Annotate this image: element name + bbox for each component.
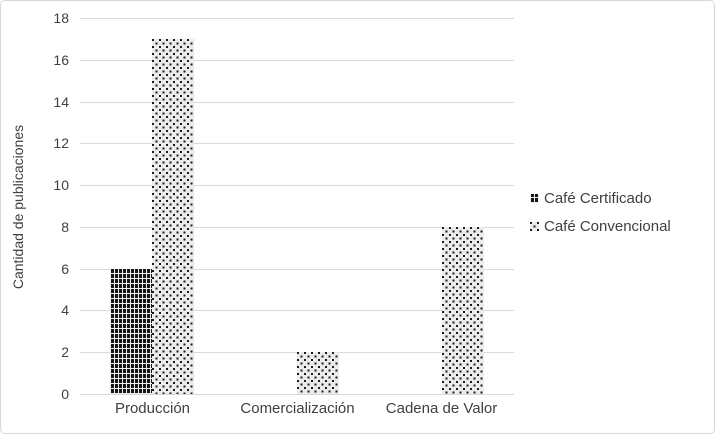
gridline-y-6 (80, 269, 514, 270)
bar-cafe-convencional-produccion (152, 39, 194, 394)
bar-cafe-convencional-cadena-de-valor (442, 227, 484, 394)
y-tick-label-16: 16 (53, 52, 69, 68)
gridline-y-0 (80, 394, 514, 395)
gridline-y-4 (80, 310, 514, 311)
y-tick-label-6: 6 (61, 261, 69, 277)
y-tick-label-4: 4 (61, 302, 69, 318)
y-tick-label-10: 10 (53, 177, 69, 193)
legend-label-cafe-convencional: Café Convencional (544, 217, 671, 235)
legend: Café Certificado Café Convencional (530, 188, 671, 244)
gridline-y-12 (80, 143, 514, 144)
x-category-label-comercializacion: Comercialización (240, 400, 355, 417)
legend-entry-cafe-certificado: Café Certificado (530, 188, 671, 208)
gridline-y-16 (80, 60, 514, 61)
y-tick-label-0: 0 (61, 386, 69, 402)
y-tick-label-8: 8 (61, 219, 69, 235)
gridline-y-10 (80, 185, 514, 186)
x-category-label-cadena-de-valor: Cadena de Valor (385, 400, 498, 417)
gridline-y-8 (80, 227, 514, 228)
y-tick-label-18: 18 (53, 10, 69, 26)
gridline-y-18 (80, 18, 514, 19)
legend-label-cafe-certificado: Café Certificado (544, 189, 652, 207)
bar-cafe-certificado-produccion (110, 269, 152, 394)
y-axis-title: Cantidad de publicaciones (10, 124, 26, 290)
gridline-y-14 (80, 102, 514, 103)
y-tick-label-14: 14 (53, 94, 69, 110)
y-tick-label-2: 2 (61, 344, 69, 360)
legend-swatch-cafe-certificado (530, 193, 539, 203)
legend-swatch-cafe-convencional (530, 221, 539, 231)
x-category-label-produccion: Producción (114, 400, 191, 417)
y-tick-label-12: 12 (53, 135, 69, 151)
bar-cafe-convencional-comercializacion (297, 352, 339, 394)
legend-entry-cafe-convencional: Café Convencional (530, 216, 671, 236)
